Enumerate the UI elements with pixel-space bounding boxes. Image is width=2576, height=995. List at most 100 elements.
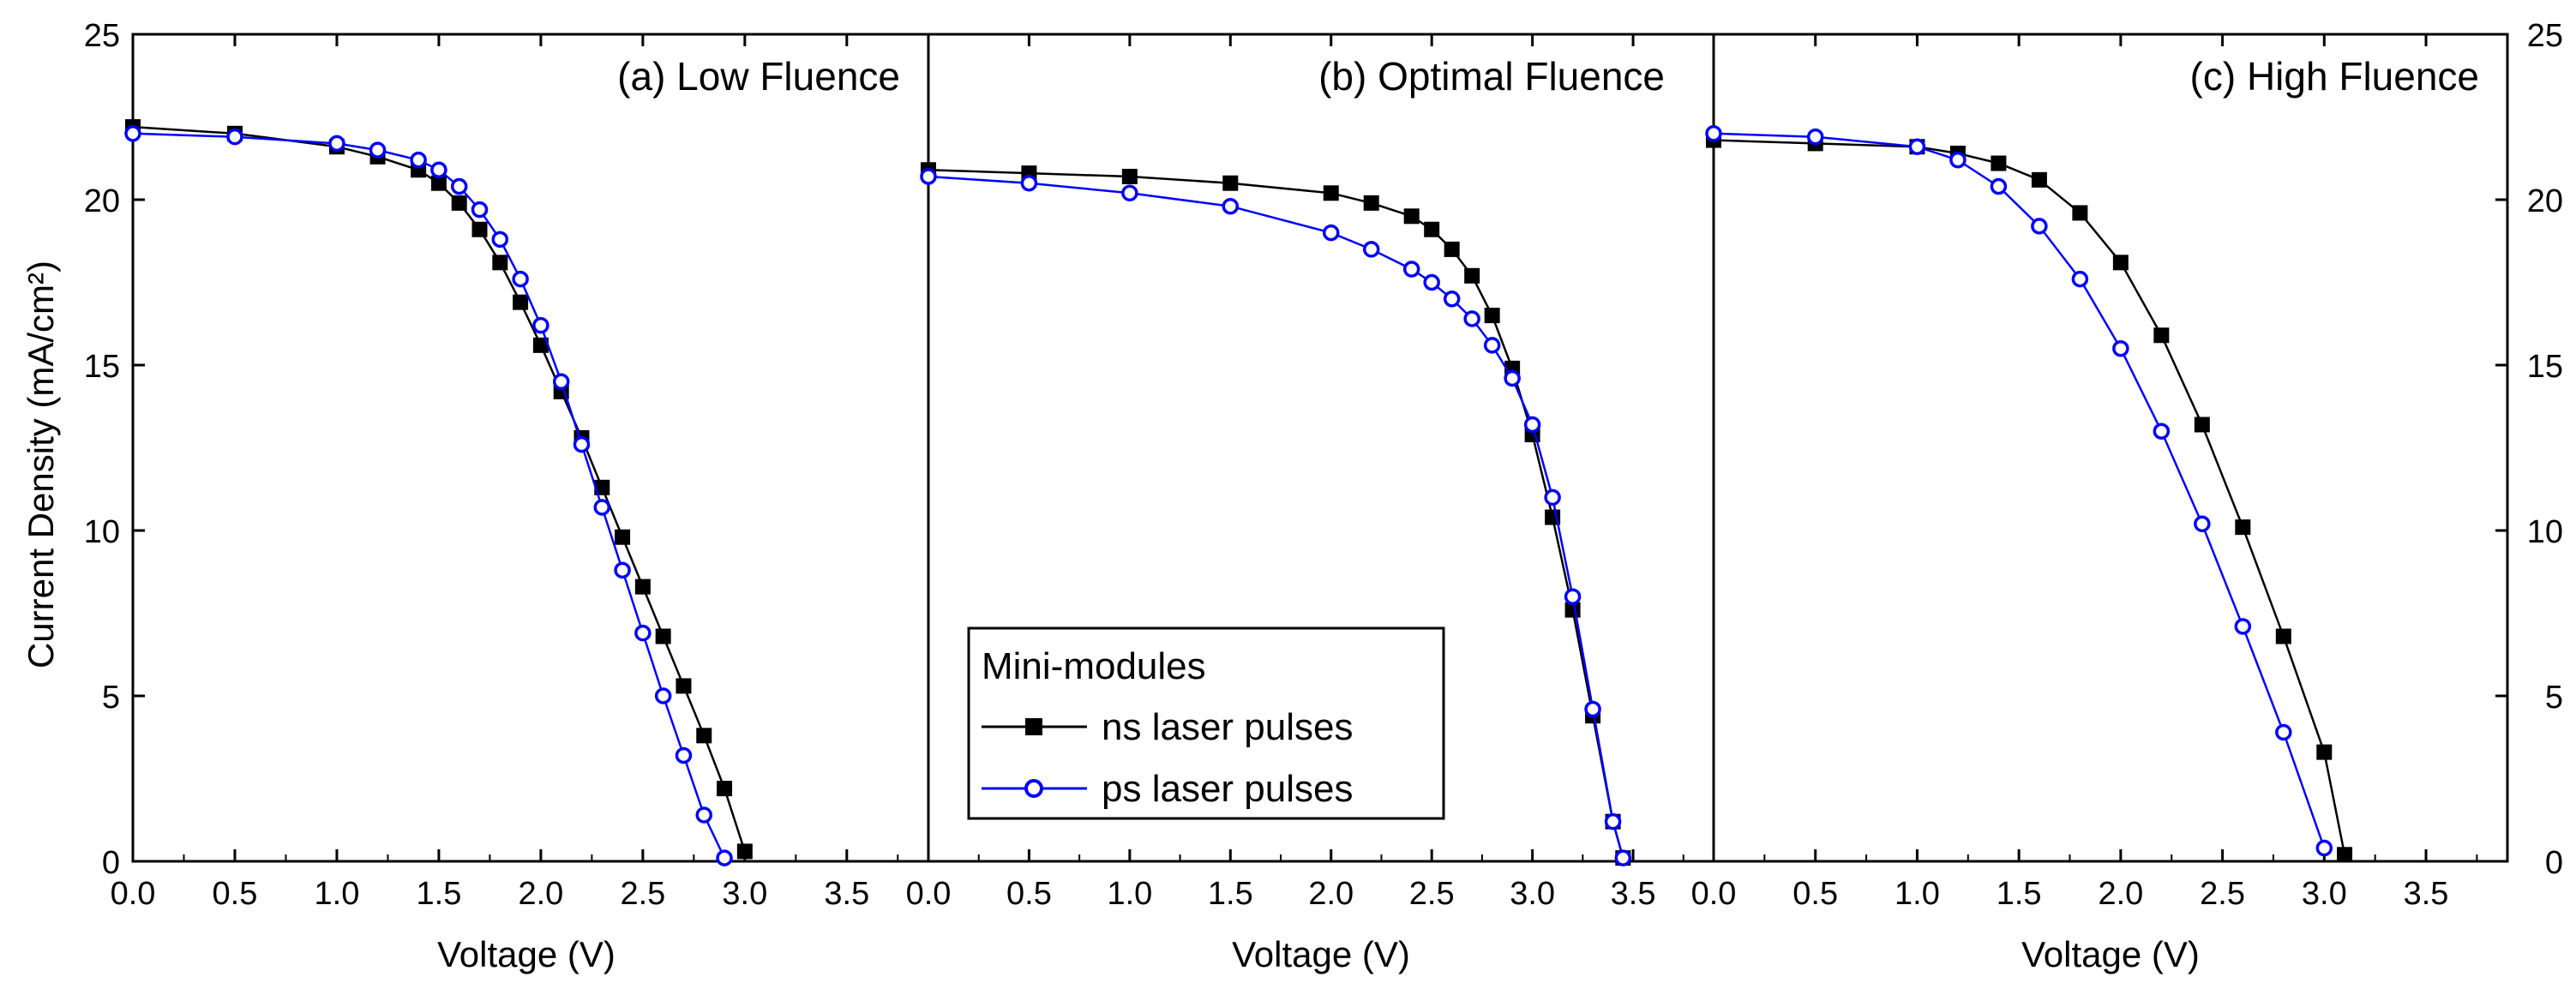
- data-point-ps: [1544, 489, 1561, 506]
- data-point-ps: [532, 316, 549, 334]
- x-tick-label: 3.5: [1611, 876, 1656, 912]
- data-point-ps: [1222, 197, 1240, 215]
- x-tick-label: 2.5: [620, 876, 665, 912]
- data-point-ns: [430, 175, 447, 191]
- series-line-ns: [1713, 139, 2346, 855]
- data-point-ns: [1222, 175, 1239, 191]
- data-point-ns: [1323, 185, 1339, 201]
- data-point-ns: [2316, 744, 2333, 760]
- panel-frame-0: [131, 33, 930, 863]
- legend-label-ns: ns laser pulses: [1102, 706, 1353, 748]
- x-tick-label: 2.5: [1409, 876, 1455, 912]
- data-point-ps: [1423, 273, 1440, 291]
- data-point-ps: [2234, 618, 2252, 635]
- x-tick-label: 1.5: [1208, 876, 1253, 912]
- data-point-ps: [1604, 812, 1622, 830]
- y-tick-label: 0: [102, 845, 120, 881]
- data-point-ns: [1363, 195, 1379, 211]
- x-axis-title-b: Voltage (V): [1232, 934, 1410, 974]
- data-point-ns: [1121, 168, 1138, 184]
- x-tick-label: 3.5: [2404, 876, 2449, 912]
- data-point-ps: [573, 435, 591, 453]
- data-point-ns: [451, 195, 467, 211]
- data-point-ps: [430, 161, 447, 179]
- y-axis-title: Current Density (mA/cm²): [21, 261, 61, 668]
- x-tick-label: 2.0: [518, 876, 563, 912]
- data-point-ns: [634, 578, 651, 595]
- panel-title-c: (c) High Fluence: [2190, 54, 2479, 99]
- data-point-ps: [471, 201, 489, 219]
- x-tick-label: 2.0: [2098, 876, 2143, 912]
- data-point-ps: [1322, 224, 1340, 242]
- x-tick-label: 3.0: [2302, 876, 2347, 912]
- plot-area: 0.0 0.5 1.0 1.5 2.0 2.5 3.0 3.5 0.0 0.5 1.0 1.5 2.0 2…: [84, 18, 2563, 912]
- data-point-ps: [716, 849, 733, 866]
- data-point-ps: [124, 125, 141, 142]
- data-point-ps: [1443, 291, 1461, 308]
- x-tick-label: 1.0: [1107, 876, 1152, 912]
- x-axis-title-c: Voltage (V): [2021, 934, 2200, 974]
- data-point-ns: [513, 294, 529, 310]
- series-line-ps: [928, 175, 1624, 859]
- data-point-ps: [695, 806, 713, 824]
- x-tick-label: 1.0: [1894, 876, 1940, 912]
- x-tick-label: 0.0: [1691, 876, 1737, 912]
- panel-title-a: (a) Low Fluence: [617, 54, 900, 99]
- data-point-ns: [2194, 417, 2210, 433]
- series-line-ns: [132, 125, 746, 852]
- data-point-ps: [369, 141, 387, 159]
- data-marks: [124, 119, 2353, 866]
- x-tick-label: 2.5: [2200, 876, 2245, 912]
- panel-title-b: (b) Optimal Fluence: [1318, 54, 1665, 99]
- x-tick-label: 1.5: [417, 876, 462, 912]
- data-point-ps: [1463, 310, 1480, 327]
- x-tick-label: 0.0: [906, 876, 952, 912]
- series-line-ps: [1713, 132, 2326, 849]
- y-tick-label-right: 25: [2527, 18, 2563, 54]
- data-point-ns: [2072, 205, 2088, 221]
- data-point-ps: [1564, 588, 1582, 605]
- x-tick-label: 3.0: [722, 876, 767, 912]
- data-point-ps: [1020, 174, 1038, 192]
- panel-frame-2: [1712, 33, 2509, 863]
- x-tick-label: 0.0: [111, 876, 156, 912]
- data-point-ns: [1424, 221, 1440, 237]
- data-point-ns: [696, 728, 712, 744]
- data-point-ps: [654, 687, 672, 704]
- data-point-ps: [2071, 270, 2089, 288]
- data-point-ps: [634, 624, 652, 642]
- data-point-ns: [492, 255, 508, 271]
- data-point-ps: [2315, 839, 2333, 857]
- data-point-ps: [1362, 241, 1380, 258]
- data-point-ps: [1990, 177, 2008, 195]
- y-tick-label-right: 0: [2545, 845, 2563, 881]
- data-point-ns: [2031, 171, 2047, 188]
- data-point-ns: [532, 337, 549, 353]
- y-tick-label-right: 15: [2527, 349, 2563, 385]
- legend-label-ps: ps laser pulses: [1102, 768, 1353, 810]
- data-point-ps: [491, 231, 509, 249]
- y-tick-label-right: 10: [2527, 514, 2563, 550]
- data-point-ps: [1705, 125, 1722, 142]
- data-point-ns: [2153, 327, 2170, 344]
- data-point-ns: [2275, 628, 2291, 644]
- data-point-ns: [736, 843, 753, 860]
- data-point-ps: [1584, 700, 1601, 718]
- data-point-ns: [1464, 267, 1480, 284]
- x-axis-title-a: Voltage (V): [437, 934, 615, 974]
- data-point-ns: [1991, 155, 2007, 171]
- data-point-ps: [1483, 337, 1501, 354]
- legend-box: [967, 626, 1445, 820]
- y-tick-label-right: 5: [2545, 680, 2563, 716]
- data-point-ps: [1402, 261, 1420, 278]
- data-point-ps: [512, 270, 529, 288]
- y-tick-label: 10: [84, 514, 120, 550]
- x-tick-label: 0.5: [213, 876, 258, 912]
- y-tick-label: 20: [84, 183, 120, 219]
- data-point-ps: [1504, 369, 1521, 387]
- data-point-ps: [1908, 138, 1926, 155]
- x-tick-label: 1.5: [1997, 876, 2042, 912]
- data-point-ns: [594, 479, 610, 495]
- legend-marker-ps: [1024, 779, 1043, 798]
